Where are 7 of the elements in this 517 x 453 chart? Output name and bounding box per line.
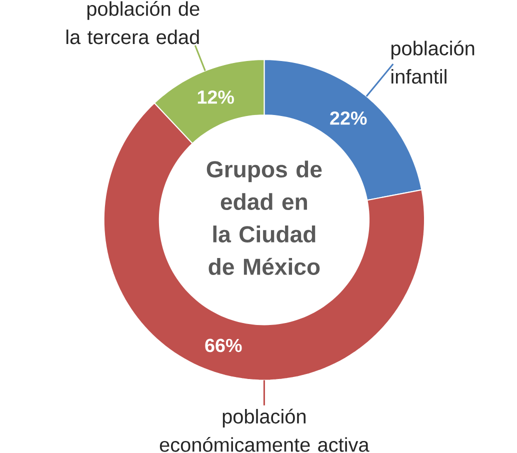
slice-label: población de la tercera edad bbox=[66, 1, 200, 44]
data-label: 22% bbox=[330, 112, 367, 125]
data-label: 12% bbox=[198, 90, 234, 104]
data-label: 66% bbox=[205, 338, 242, 352]
slice-label: población infantil bbox=[391, 40, 474, 84]
text: Grupos de edad en la Ciudad de México bbox=[206, 160, 322, 276]
slice-label: población económicamente activa bbox=[160, 408, 370, 452]
